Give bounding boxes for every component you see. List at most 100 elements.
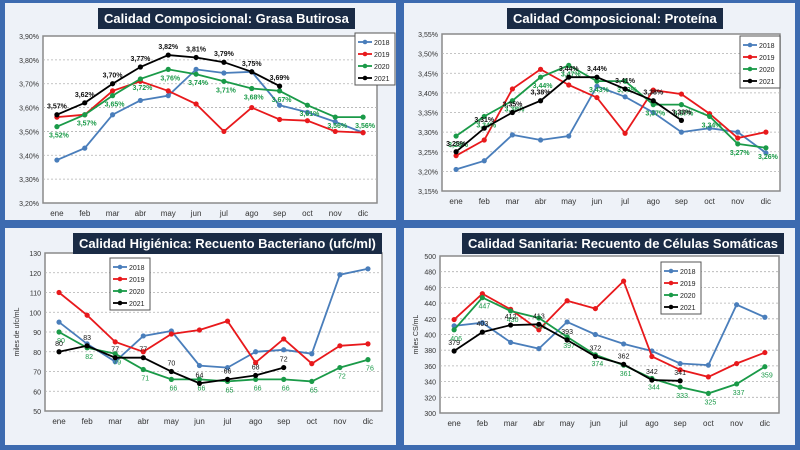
data-point-2018 [537,137,544,143]
data-point-2018 [281,347,287,353]
x-tick-label: feb [479,197,491,206]
data-label-2021: 77 [111,347,119,354]
data-point-2020 [332,114,338,120]
series-line-2019 [453,279,766,378]
data-point-2018 [594,83,600,89]
data-label-2020: 447 [479,304,491,311]
x-tick-label: jul [620,197,629,206]
y-tick-label: 440 [424,301,436,308]
data-label-2020: 76 [366,366,374,373]
data-label-2020: 82 [85,354,93,361]
data-label-2021: 3,75% [242,61,263,68]
data-point-2019 [112,339,118,345]
legend-label: 2020 [374,64,390,71]
data-point-2019 [762,349,768,356]
x-tick-label: jun [591,197,603,206]
y-tick-label: 320 [424,395,436,402]
x-tick-label: nov [333,417,346,426]
data-point-2019 [253,360,259,366]
data-point-2021 [84,343,90,349]
data-point-2020 [82,112,88,118]
x-tick-label: oct [306,417,317,426]
data-label-2021: 3,44% [559,66,580,73]
data-label-2021: 3,41% [615,78,636,85]
series-line-2018 [453,303,766,367]
data-label-2021: 64 [196,372,204,379]
data-point-2018 [165,93,171,99]
y-tick-label: 3,25% [418,150,438,157]
series-line-2020 [56,68,364,128]
data-point-2018 [622,94,628,100]
y-tick-label: 3,80% [19,58,39,65]
data-label-2020: 72 [338,374,346,381]
data-label-2020: 3,47% [561,71,582,78]
data-point-2019 [481,137,487,143]
data-point-2020 [137,76,144,82]
data-point-2021 [221,59,227,65]
data-point-2019 [650,87,656,93]
series-line-2019 [58,291,369,365]
legend-label: 2021 [680,305,696,312]
legend-marker-2019 [117,276,123,282]
data-label-2020: 3,56% [355,123,376,130]
data-point-2020 [734,381,740,387]
data-point-2019 [734,360,740,367]
data-point-2018 [734,302,740,308]
legend-marker-2021 [747,78,753,84]
data-point-2019 [365,341,371,347]
legend-label: 2019 [759,55,775,62]
data-point-2021 [281,364,287,371]
x-tick-label: may [161,209,176,218]
legend-marker-2018 [362,39,368,45]
data-point-2020 [196,376,203,382]
data-point-2018 [677,360,683,367]
data-point-2019 [84,312,90,318]
data-point-2020 [193,71,199,77]
data-point-2018 [566,133,572,139]
legend-marker-2020 [747,66,753,72]
data-point-2018 [253,349,259,355]
data-label-2021: 77 [139,347,147,354]
chart-title: Calidad Higiénica: Recuento Bacteriano (… [73,233,382,254]
data-point-2018 [621,341,627,347]
data-point-2020 [481,113,487,120]
data-point-2020 [536,315,542,321]
data-label-2021: 341 [674,370,686,377]
data-point-2019 [165,88,171,94]
data-point-2019 [56,289,62,296]
data-label-2020: 3,67% [272,97,293,104]
legend-marker-2019 [362,51,368,57]
x-tick-label: sep [277,417,290,426]
data-point-2020 [508,308,514,314]
data-point-2018 [224,364,231,371]
data-point-2019 [677,367,683,373]
data-point-2020 [451,327,457,333]
data-label-2020: 3,37% [673,111,694,118]
data-label-2021: 3,77% [130,56,151,63]
x-tick-label: sep [675,197,688,206]
data-label-2020: 3,72% [132,85,153,92]
legend-marker-2018 [117,264,123,270]
data-point-2021 [566,74,572,80]
x-tick-label: may [561,197,576,206]
data-label-2021: 83 [83,335,91,342]
data-point-2018 [564,319,570,325]
data-point-2020 [253,376,259,382]
data-point-2018 [650,109,656,116]
data-point-2020 [276,88,283,94]
chart-svg-grasa: 3,20% 3,30% 3,40% 3,50% 3,60% 3,70% 3,80% 3,90%… [19,32,396,218]
data-point-2018 [481,158,487,164]
data-point-2019 [224,318,231,324]
data-point-2018 [56,319,62,325]
x-tick-label: dic [761,197,771,206]
data-point-2018 [193,66,199,72]
y-tick-label: 380 [424,348,436,355]
x-tick-label: ene [50,209,64,218]
x-tick-label: feb [477,419,489,428]
x-tick-label: dic [363,417,373,426]
data-point-2020 [56,329,62,335]
y-tick-label: 3,90% [19,34,39,41]
legend-label: 2020 [680,293,696,300]
data-point-2020 [360,114,366,120]
y-tick-label: 60 [33,389,41,396]
